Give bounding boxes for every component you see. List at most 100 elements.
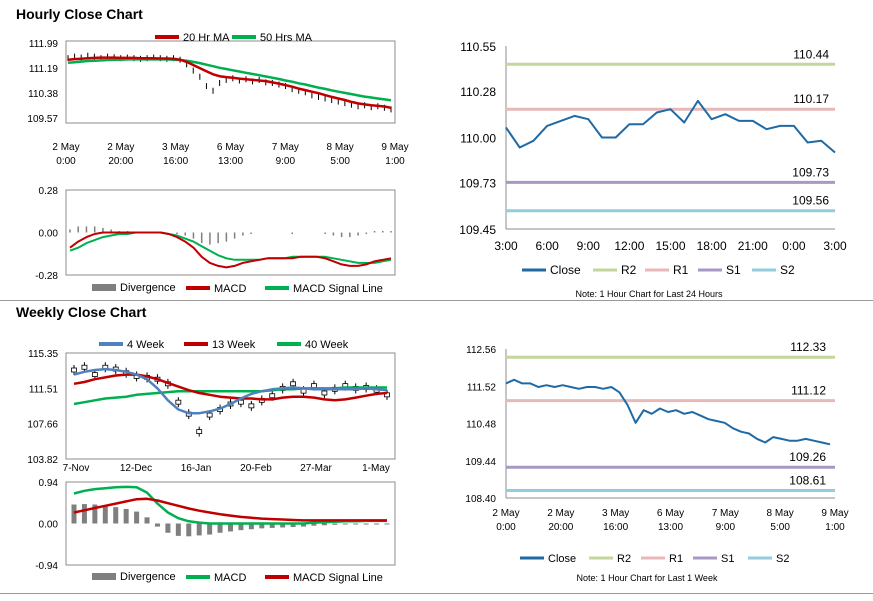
hourly-price-x-tick: 13:00 — [218, 156, 243, 167]
hourly-section-title: Hourly Close Chart — [16, 6, 143, 22]
hourly-price-frame — [65, 40, 396, 124]
weekly-divergence-bar — [81, 504, 87, 524]
weekly-divergence-bar — [165, 523, 171, 533]
weekly-levels-legend-r2-label: R2 — [617, 553, 631, 565]
weekly-macd-frame — [65, 481, 396, 566]
weekly-levels-x-tick: 2 May — [492, 508, 519, 519]
weekly-ma4-line — [73, 367, 388, 415]
weekly-divergence-bar — [259, 523, 265, 529]
hourly-levels-x-tick: 0:00 — [782, 239, 806, 253]
weekly-divergence-bar — [290, 523, 296, 528]
weekly-divergence-bar — [207, 523, 213, 535]
hourly-levels-y-tick: 110.55 — [460, 40, 496, 54]
weekly-macd-y-tick: -0.94 — [35, 561, 58, 572]
weekly-price-x-tick: 1-May — [362, 463, 390, 474]
weekly-levels-x-tick: 2 May — [547, 508, 574, 519]
hourly-ma50-line — [67, 58, 392, 102]
weekly-divergence-bar — [102, 505, 108, 524]
weekly-divergence-bar — [280, 523, 286, 528]
weekly-divergence-bar — [321, 523, 327, 526]
weekly-price-candle-body — [81, 364, 88, 370]
weekly-levels-y-tick: 111.52 — [467, 382, 497, 393]
weekly-levels-x-tick: 13:00 — [658, 522, 683, 533]
weekly-ma13-line — [73, 373, 388, 402]
weekly-levels-y-tick: 108.40 — [465, 494, 496, 505]
hourly-legend-divergence-swatch — [92, 284, 116, 291]
weekly-price-x-tick: 12-Dec — [120, 463, 152, 474]
weekly-levels-x-tick: 3 May — [602, 508, 629, 519]
weekly-price-candle-body — [175, 399, 182, 405]
section-divider — [0, 300, 873, 301]
weekly-price-candle-body — [248, 403, 255, 409]
weekly-price-y-tick: 115.35 — [28, 349, 58, 360]
weekly-divergence-bar — [248, 523, 254, 530]
weekly-levels-y-tick: 112.56 — [466, 345, 496, 356]
hourly-levels-legend-close-label: Close — [550, 263, 581, 277]
weekly-levels-legend-close-label: Close — [548, 553, 576, 565]
hourly-macd-frame — [65, 189, 396, 276]
weekly-price-candle-body — [206, 412, 213, 418]
weekly-levels-y-tick: 110.48 — [466, 420, 496, 431]
weekly-divergence-bar — [196, 523, 202, 536]
weekly-level-r1-label: 111.12 — [791, 384, 826, 398]
hourly-price-x-tick: 9 May — [381, 142, 408, 153]
weekly-levels-note: Note: 1 Hour Chart for Last 1 Week — [577, 573, 718, 583]
weekly-levels-x-tick: 16:00 — [603, 522, 628, 533]
hourly-levels-y-tick: 109.73 — [459, 176, 496, 190]
hourly-level-r1-label: 110.17 — [793, 92, 829, 106]
weekly-price-x-tick: 20-Feb — [240, 463, 272, 474]
hourly-levels-note: Note: 1 Hour Chart for Last 24 Hours — [575, 289, 723, 299]
weekly-price-candle-body — [269, 393, 276, 399]
weekly-levels-x-tick: 6 May — [657, 508, 684, 519]
weekly-divergence-bar — [332, 523, 338, 525]
weekly-legend-13week-label: 13 Week — [212, 339, 256, 351]
hourly-levels-legend-r1-label: R1 — [673, 263, 689, 277]
weekly-price-candle-body — [290, 381, 297, 387]
hourly-macd-line — [69, 231, 392, 269]
weekly-divergence-bar — [311, 523, 317, 526]
hourly-levels-legend-s2-label: S2 — [780, 263, 795, 277]
weekly-divergence-bar — [342, 523, 348, 525]
weekly-divergence-bar — [175, 523, 181, 536]
hourly-level-s1-label: 109.73 — [792, 165, 829, 179]
weekly-macd-signal-line — [73, 497, 387, 522]
weekly-divergence-bar — [353, 523, 359, 525]
hourly-price-x-tick: 1:00 — [385, 156, 405, 167]
hourly-price-x-tick: 3 May — [162, 142, 189, 153]
hourly-legend-ma20-label: 20 Hr MA — [183, 32, 230, 44]
weekly-levels-x-tick: 5:00 — [770, 522, 790, 533]
weekly-legend-signal-label: MACD Signal Line — [293, 572, 383, 584]
weekly-levels-x-tick: 20:00 — [548, 522, 573, 533]
hourly-price-x-tick: 9:00 — [276, 156, 296, 167]
hourly-legend-ma50-label: 50 Hrs MA — [260, 32, 313, 44]
hourly-levels-x-tick: 12:00 — [614, 239, 644, 253]
weekly-divergence-bar — [301, 523, 307, 527]
hourly-price-x-tick: 0:00 — [56, 156, 76, 167]
weekly-levels-legend-s2-label: S2 — [776, 553, 789, 565]
weekly-divergence-bar — [374, 523, 380, 525]
weekly-price-candle-body — [321, 390, 328, 396]
weekly-price-candle-body — [196, 429, 203, 435]
weekly-price-frame — [65, 352, 396, 460]
hourly-macd-y-tick: -0.28 — [35, 271, 58, 282]
weekly-divergence-bar — [92, 504, 98, 524]
weekly-legend-40week-label: 40 Week — [305, 339, 349, 351]
weekly-price-y-tick: 103.82 — [27, 455, 58, 466]
weekly-divergence-bar — [134, 511, 140, 524]
hourly-price-x-tick: 8 May — [327, 142, 354, 153]
hourly-levels-legend-s1-label: S1 — [726, 263, 741, 277]
hourly-ma20-line — [67, 56, 392, 110]
hourly-levels-x-tick: 3:00 — [494, 239, 518, 253]
hourly-levels-x-tick: 9:00 — [577, 239, 601, 253]
weekly-divergence-bar — [384, 523, 390, 525]
hourly-legend-signal-label: MACD Signal Line — [293, 283, 383, 295]
weekly-divergence-bar — [228, 523, 233, 532]
weekly-divergence-bar — [123, 508, 129, 524]
hourly-price-x-tick: 16:00 — [163, 156, 188, 167]
weekly-price-x-tick: 27-Mar — [300, 463, 332, 474]
hourly-levels-x-tick: 18:00 — [697, 239, 727, 253]
weekly-levels-x-tick: 8 May — [767, 508, 794, 519]
weekly-level-s1-label: 109.26 — [789, 450, 826, 464]
weekly-price-candle-body — [238, 399, 244, 405]
